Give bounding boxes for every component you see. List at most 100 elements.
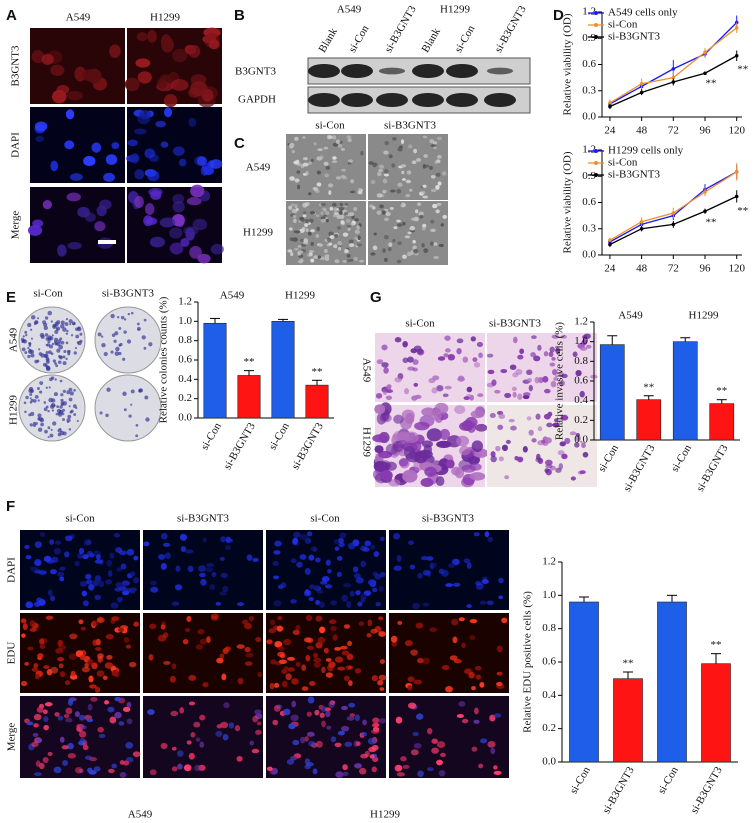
cell: [330, 736, 337, 743]
cell: [147, 170, 160, 182]
colony: [119, 342, 123, 347]
cell: [304, 568, 311, 576]
colony: [37, 413, 42, 418]
cell: [354, 668, 362, 674]
cell: [24, 661, 30, 666]
cell: [91, 620, 99, 627]
cell: [435, 209, 440, 214]
cell: [125, 742, 134, 749]
colony: [114, 351, 120, 356]
cell: [321, 666, 326, 674]
cell: [68, 698, 73, 703]
cell: [497, 424, 504, 430]
colony: [122, 391, 127, 396]
cell: [65, 717, 73, 723]
cell: [333, 214, 339, 218]
colony: [67, 352, 71, 356]
row-label: B3GNT3: [235, 66, 276, 78]
cell: [257, 671, 263, 678]
cell: [549, 362, 556, 367]
y-tick-label: 0.8: [542, 622, 556, 634]
cell: [372, 245, 378, 251]
cell: [126, 548, 135, 556]
colony: [61, 403, 64, 406]
colony: [68, 397, 73, 402]
cell: [307, 696, 315, 704]
cell: [346, 224, 352, 228]
cell: [373, 232, 377, 236]
cell: [111, 616, 120, 622]
cell: [353, 573, 361, 579]
cell: [31, 50, 45, 64]
cell: [410, 348, 418, 354]
cell: [498, 413, 506, 420]
cell: [456, 435, 470, 447]
cell: [317, 255, 322, 259]
cell: [381, 344, 388, 351]
cell: [376, 359, 384, 365]
cell: [332, 634, 338, 641]
cell: [289, 142, 295, 148]
cell: [149, 236, 165, 248]
panel-letter: B: [234, 7, 245, 24]
cell: [378, 585, 384, 592]
cell: [32, 219, 44, 228]
cell: [316, 589, 324, 594]
cell: [498, 595, 503, 600]
row-label: A549: [360, 358, 372, 383]
cell: [287, 656, 296, 661]
cell: [67, 241, 82, 250]
y-axis-label: Relative viability (OD): [562, 151, 574, 253]
y-tick-label: 0.4: [574, 394, 588, 406]
cell: [44, 702, 53, 707]
cell: [347, 665, 353, 670]
cell: [383, 173, 390, 177]
cell: [109, 552, 115, 559]
cell: [433, 255, 439, 260]
cell: [371, 766, 377, 773]
cell: [193, 721, 201, 728]
cell: [452, 636, 458, 644]
cell: [435, 185, 440, 190]
colony: [143, 346, 147, 350]
cell: [278, 659, 287, 665]
cell: [402, 254, 407, 259]
cell: [49, 539, 55, 545]
point: [703, 50, 707, 55]
cell: [405, 412, 415, 425]
cell: [422, 135, 428, 139]
scale-bar: [98, 240, 116, 244]
cell: [237, 677, 244, 685]
cell: [341, 168, 346, 172]
cell: [422, 602, 430, 607]
colony: [63, 349, 67, 354]
cell: [555, 347, 561, 354]
cell: [475, 423, 488, 432]
cell: [383, 150, 389, 155]
cell: [343, 583, 352, 588]
colony: [65, 341, 69, 345]
colony: [38, 348, 41, 351]
colony: [27, 354, 31, 359]
cell: [321, 207, 327, 211]
cell: [170, 710, 179, 717]
cell: [228, 722, 235, 729]
cell: [355, 590, 361, 596]
cell: [295, 230, 301, 234]
colony: [62, 355, 66, 359]
cell: [190, 184, 205, 198]
cell: [98, 580, 105, 588]
cell: [111, 142, 120, 150]
cell: [94, 594, 101, 600]
cell: [339, 202, 344, 207]
cell: [348, 243, 355, 248]
bar: [271, 321, 295, 419]
cell: [296, 561, 303, 568]
cell: [454, 405, 466, 415]
bar: [569, 601, 599, 763]
legend-marker: [594, 161, 598, 165]
colony: [61, 408, 66, 412]
cell: [149, 623, 157, 630]
cell: [35, 135, 45, 142]
colony: [122, 357, 126, 361]
